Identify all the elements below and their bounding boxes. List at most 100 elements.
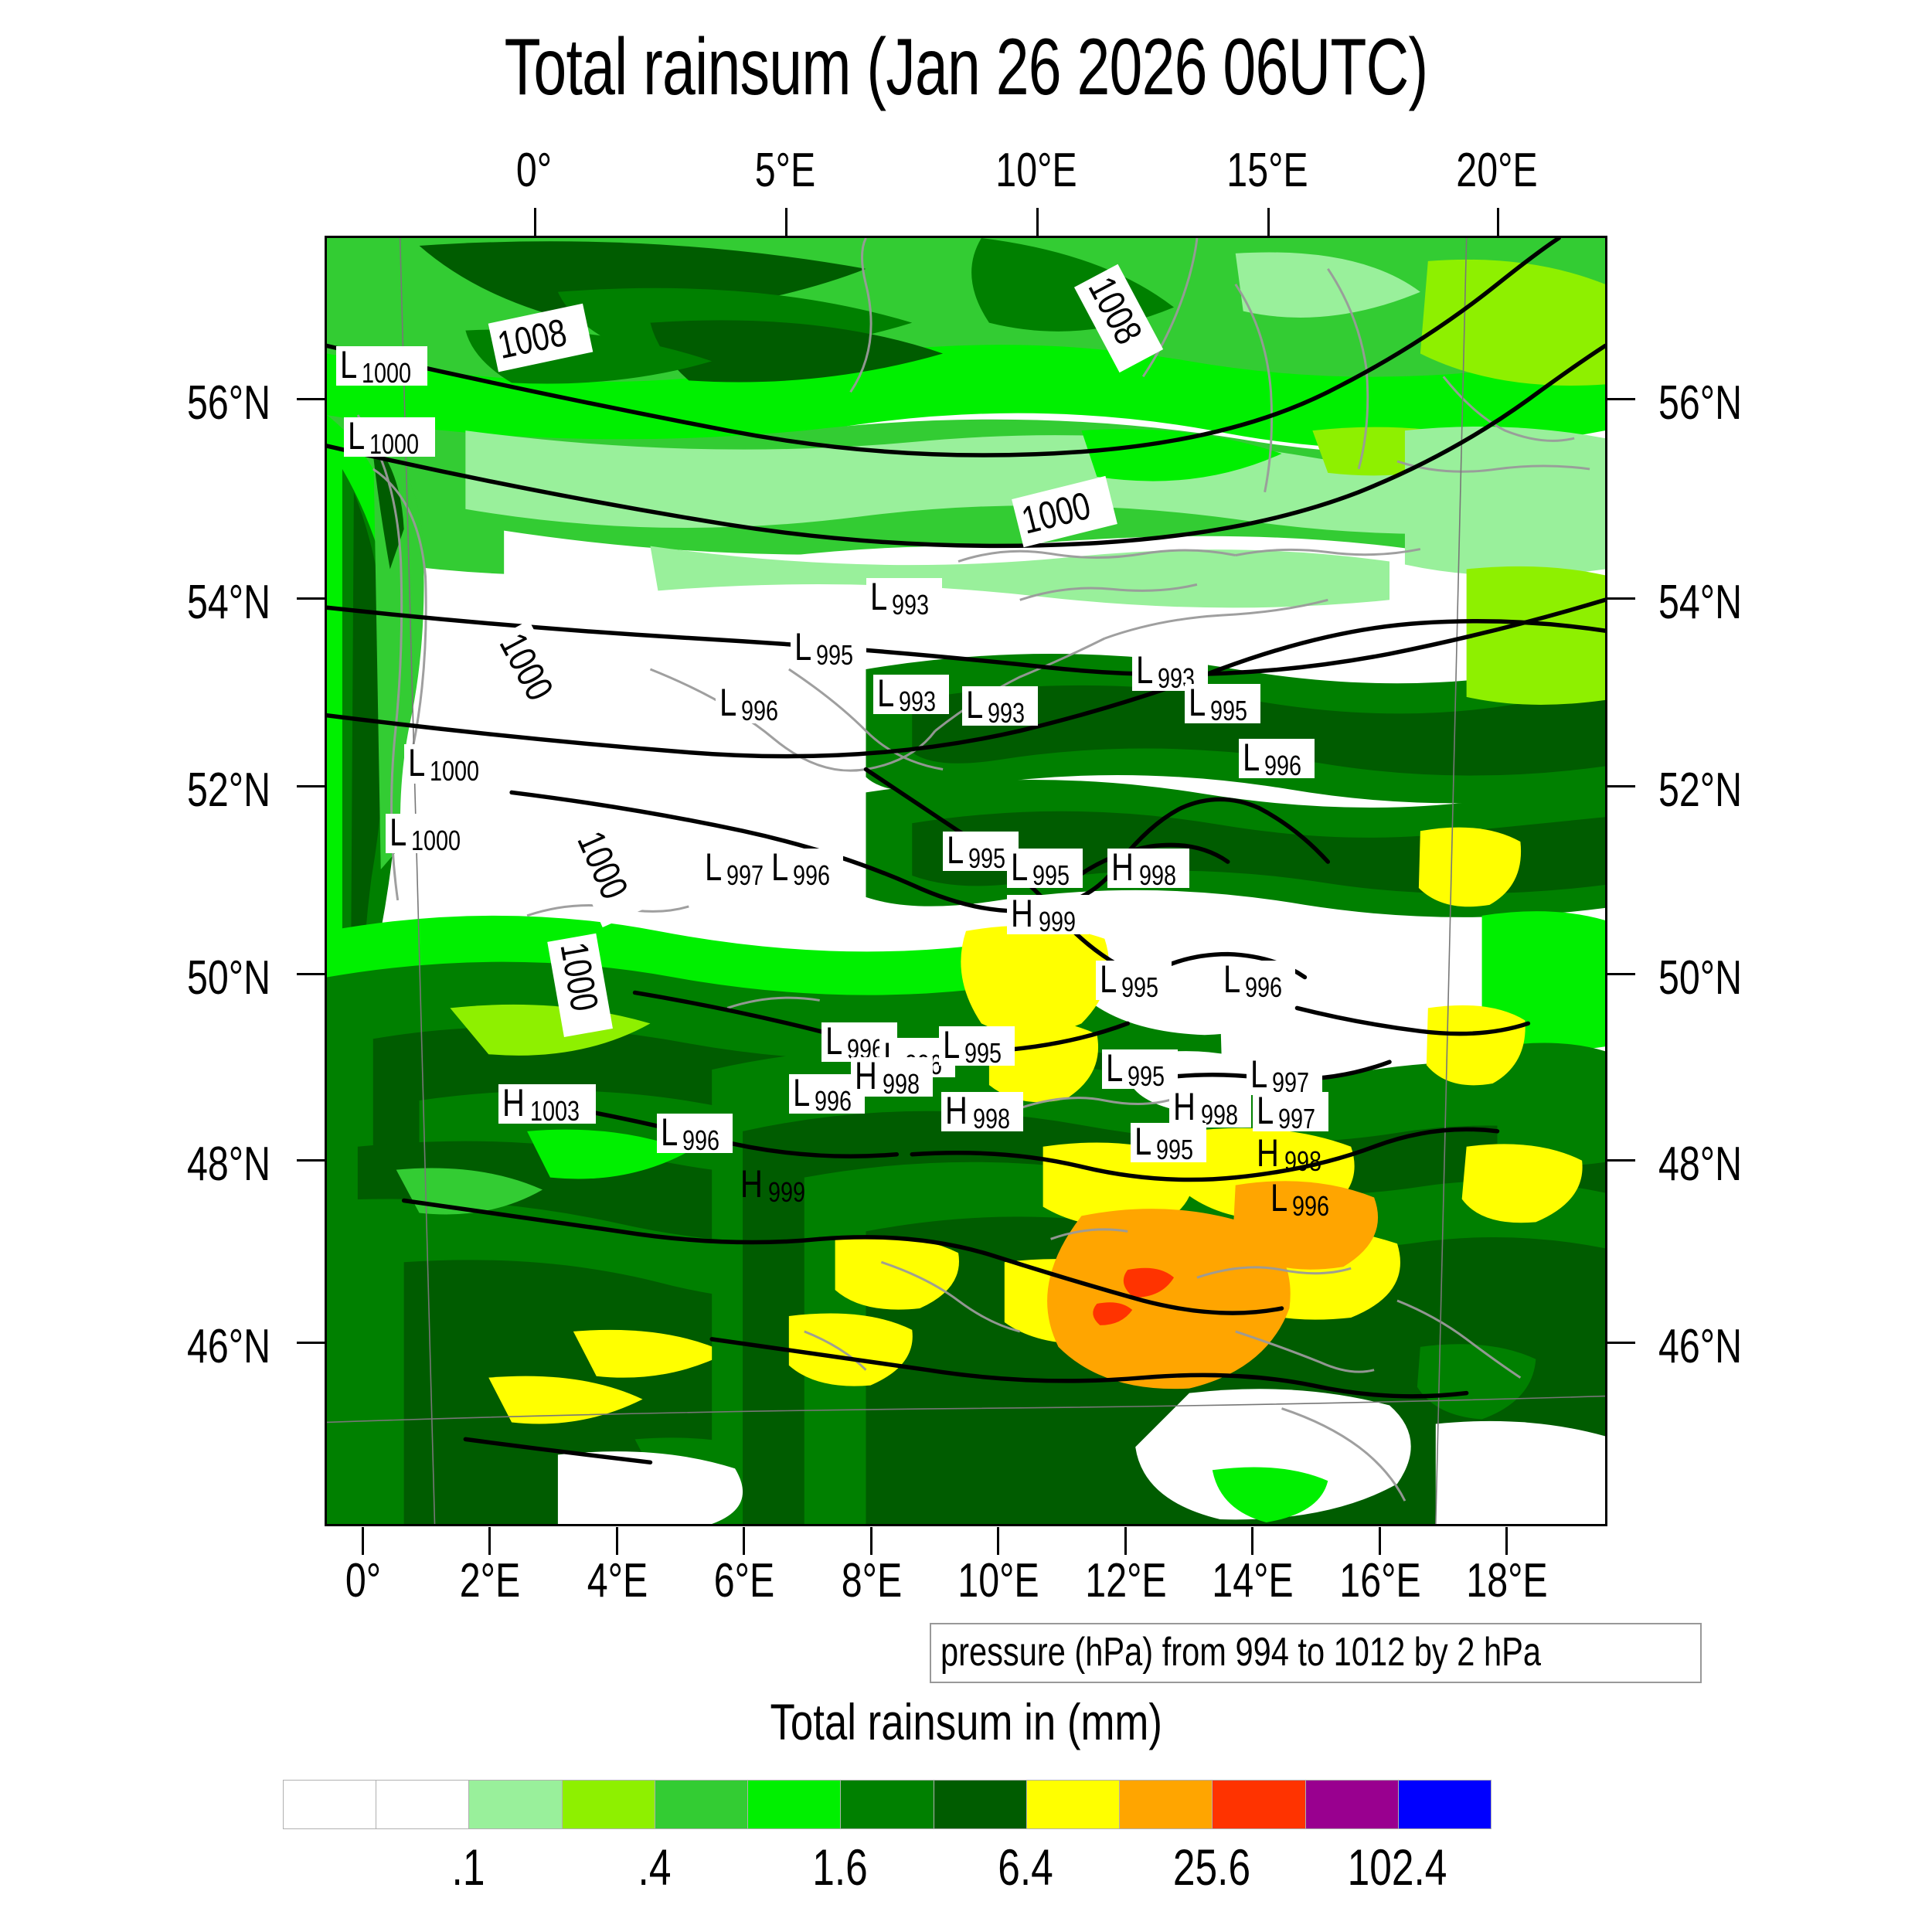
axis-label-right-56n: 56°N xyxy=(1658,376,1743,430)
axis-tick xyxy=(1251,1527,1253,1555)
axis-label-right-50n: 50°N xyxy=(1658,951,1743,1005)
pressure-center-label: L 995 xyxy=(1007,848,1083,889)
colorbar-tick-label: 6.4 xyxy=(998,1838,1054,1896)
axis-label-left-54n: 54°N xyxy=(186,576,270,629)
axis-label-top-20e: 20°E xyxy=(1456,144,1538,197)
colorbar-tick-label: 1.6 xyxy=(812,1838,868,1896)
pressure-center-label: H 999 xyxy=(1007,894,1090,935)
axis-tick xyxy=(1607,1159,1635,1162)
axis-label-left-56n: 56°N xyxy=(186,376,270,430)
axis-label-top-10e: 10°E xyxy=(995,144,1077,197)
axis-label-bottom-8e: 8°E xyxy=(841,1554,903,1607)
axis-label-bottom-12e: 12°E xyxy=(1085,1554,1167,1607)
pressure-center-label: H 998 xyxy=(851,1056,934,1097)
axis-tick xyxy=(1607,973,1635,975)
axis-tick xyxy=(297,973,325,975)
pressure-center-label: L 997 xyxy=(1253,1091,1328,1132)
pressure-center-label: L 995 xyxy=(1131,1122,1206,1163)
axis-label-left-48n: 48°N xyxy=(186,1138,270,1191)
axis-label-bottom-2e: 2°E xyxy=(459,1554,521,1607)
axis-label-right-48n: 48°N xyxy=(1658,1138,1743,1191)
axis-label-bottom-6e: 6°E xyxy=(713,1554,775,1607)
pressure-center-label: L 993 xyxy=(1132,651,1208,692)
axis-label-top-0: 0° xyxy=(515,144,553,197)
colorbar-swatch-12 xyxy=(1398,1781,1492,1828)
colorbar-swatch-4 xyxy=(655,1781,749,1828)
colorbar-tick-label: .1 xyxy=(451,1838,485,1896)
rainsum-heatmap xyxy=(327,238,1605,1524)
axis-tick xyxy=(870,1527,872,1555)
axis-tick xyxy=(997,1527,999,1555)
pressure-center-label: H 998 xyxy=(1169,1087,1252,1128)
pressure-center-label: L 1000 xyxy=(386,813,477,854)
map-plot-area[interactable]: 1008 1008 1000 1000 1000 1000 L 1000 L 100… xyxy=(325,236,1607,1526)
axis-tick xyxy=(1607,1342,1635,1344)
axis-tick xyxy=(534,208,536,236)
axis-label-left-50n: 50°N xyxy=(186,951,270,1005)
pressure-center-label: L 997 xyxy=(1247,1055,1322,1096)
axis-tick xyxy=(1379,1527,1381,1555)
pressure-center-label: L 993 xyxy=(866,577,942,618)
axis-label-bottom-18e: 18°E xyxy=(1466,1554,1548,1607)
colorbar[interactable] xyxy=(283,1780,1492,1829)
axis-label-bottom-14e: 14°E xyxy=(1212,1554,1294,1607)
colorbar-ticks: .1 .4 1.6 6.4 25.6 102.4 xyxy=(283,1838,1490,1900)
axis-tick xyxy=(1267,208,1270,236)
colorbar-swatch-9 xyxy=(1120,1781,1213,1828)
axis-label-bottom-4e: 4°E xyxy=(587,1554,648,1607)
colorbar-swatch-0 xyxy=(284,1781,377,1828)
axis-label-right-54n: 54°N xyxy=(1658,576,1743,629)
axis-label-left-52n: 52°N xyxy=(186,764,270,817)
pressure-center-label: L 995 xyxy=(943,831,1019,872)
page-title: Total rainsum (Jan 26 2026 06UTC) xyxy=(504,22,1428,112)
axis-tick xyxy=(1607,597,1635,600)
axis-tick xyxy=(488,1527,491,1555)
colorbar-swatch-2 xyxy=(469,1781,563,1828)
colorbar-tick-label: 25.6 xyxy=(1172,1838,1250,1896)
axis-tick xyxy=(297,597,325,600)
colorbar-swatch-10 xyxy=(1213,1781,1306,1828)
axis-tick xyxy=(1505,1527,1508,1555)
colorbar-swatch-6 xyxy=(841,1781,934,1828)
pressure-center-label: L 993 xyxy=(873,674,949,715)
axis-tick xyxy=(362,1527,364,1555)
colorbar-swatch-7 xyxy=(934,1781,1027,1828)
colorbar-swatch-3 xyxy=(562,1781,655,1828)
axis-tick xyxy=(1036,208,1039,236)
pressure-center-label: L 995 xyxy=(1102,1049,1178,1090)
colorbar-tick-label: 102.4 xyxy=(1347,1838,1447,1896)
axis-label-right-52n: 52°N xyxy=(1658,764,1743,817)
colorbar-swatch-8 xyxy=(1026,1781,1121,1828)
pressure-center-label: L 995 xyxy=(1185,683,1260,724)
axis-label-bottom-16e: 16°E xyxy=(1339,1554,1421,1607)
axis-label-bottom-0: 0° xyxy=(345,1554,382,1607)
axis-label-right-46n: 46°N xyxy=(1658,1320,1743,1373)
axis-tick xyxy=(785,208,787,236)
axis-tick xyxy=(743,1527,745,1555)
colorbar-tick-label: .4 xyxy=(638,1838,672,1896)
axis-tick xyxy=(297,785,325,787)
pressure-center-label: H 1003 xyxy=(498,1083,597,1124)
pressure-center-label: H 998 xyxy=(1107,848,1190,889)
pressure-center-label: L 1000 xyxy=(404,743,495,784)
pressure-center-label: L 997 xyxy=(701,848,777,889)
colorbar-swatch-11 xyxy=(1305,1781,1399,1828)
pressure-center-label: L 993 xyxy=(962,685,1038,726)
axis-label-left-46n: 46°N xyxy=(186,1320,270,1373)
pressure-center-label: L 995 xyxy=(791,628,866,668)
axis-label-top-15e: 15°E xyxy=(1226,144,1308,197)
axis-tick xyxy=(297,1342,325,1344)
axis-label-top-5e: 5°E xyxy=(754,144,816,197)
axis-tick xyxy=(297,1159,325,1162)
axis-tick xyxy=(616,1527,618,1555)
pressure-center-label: L 1000 xyxy=(336,345,427,386)
axis-tick xyxy=(1607,398,1635,400)
pressure-caption: pressure (hPa) from 994 to 1012 by 2 hPa xyxy=(930,1623,1702,1683)
axis-tick xyxy=(1124,1527,1127,1555)
axis-tick xyxy=(297,398,325,400)
